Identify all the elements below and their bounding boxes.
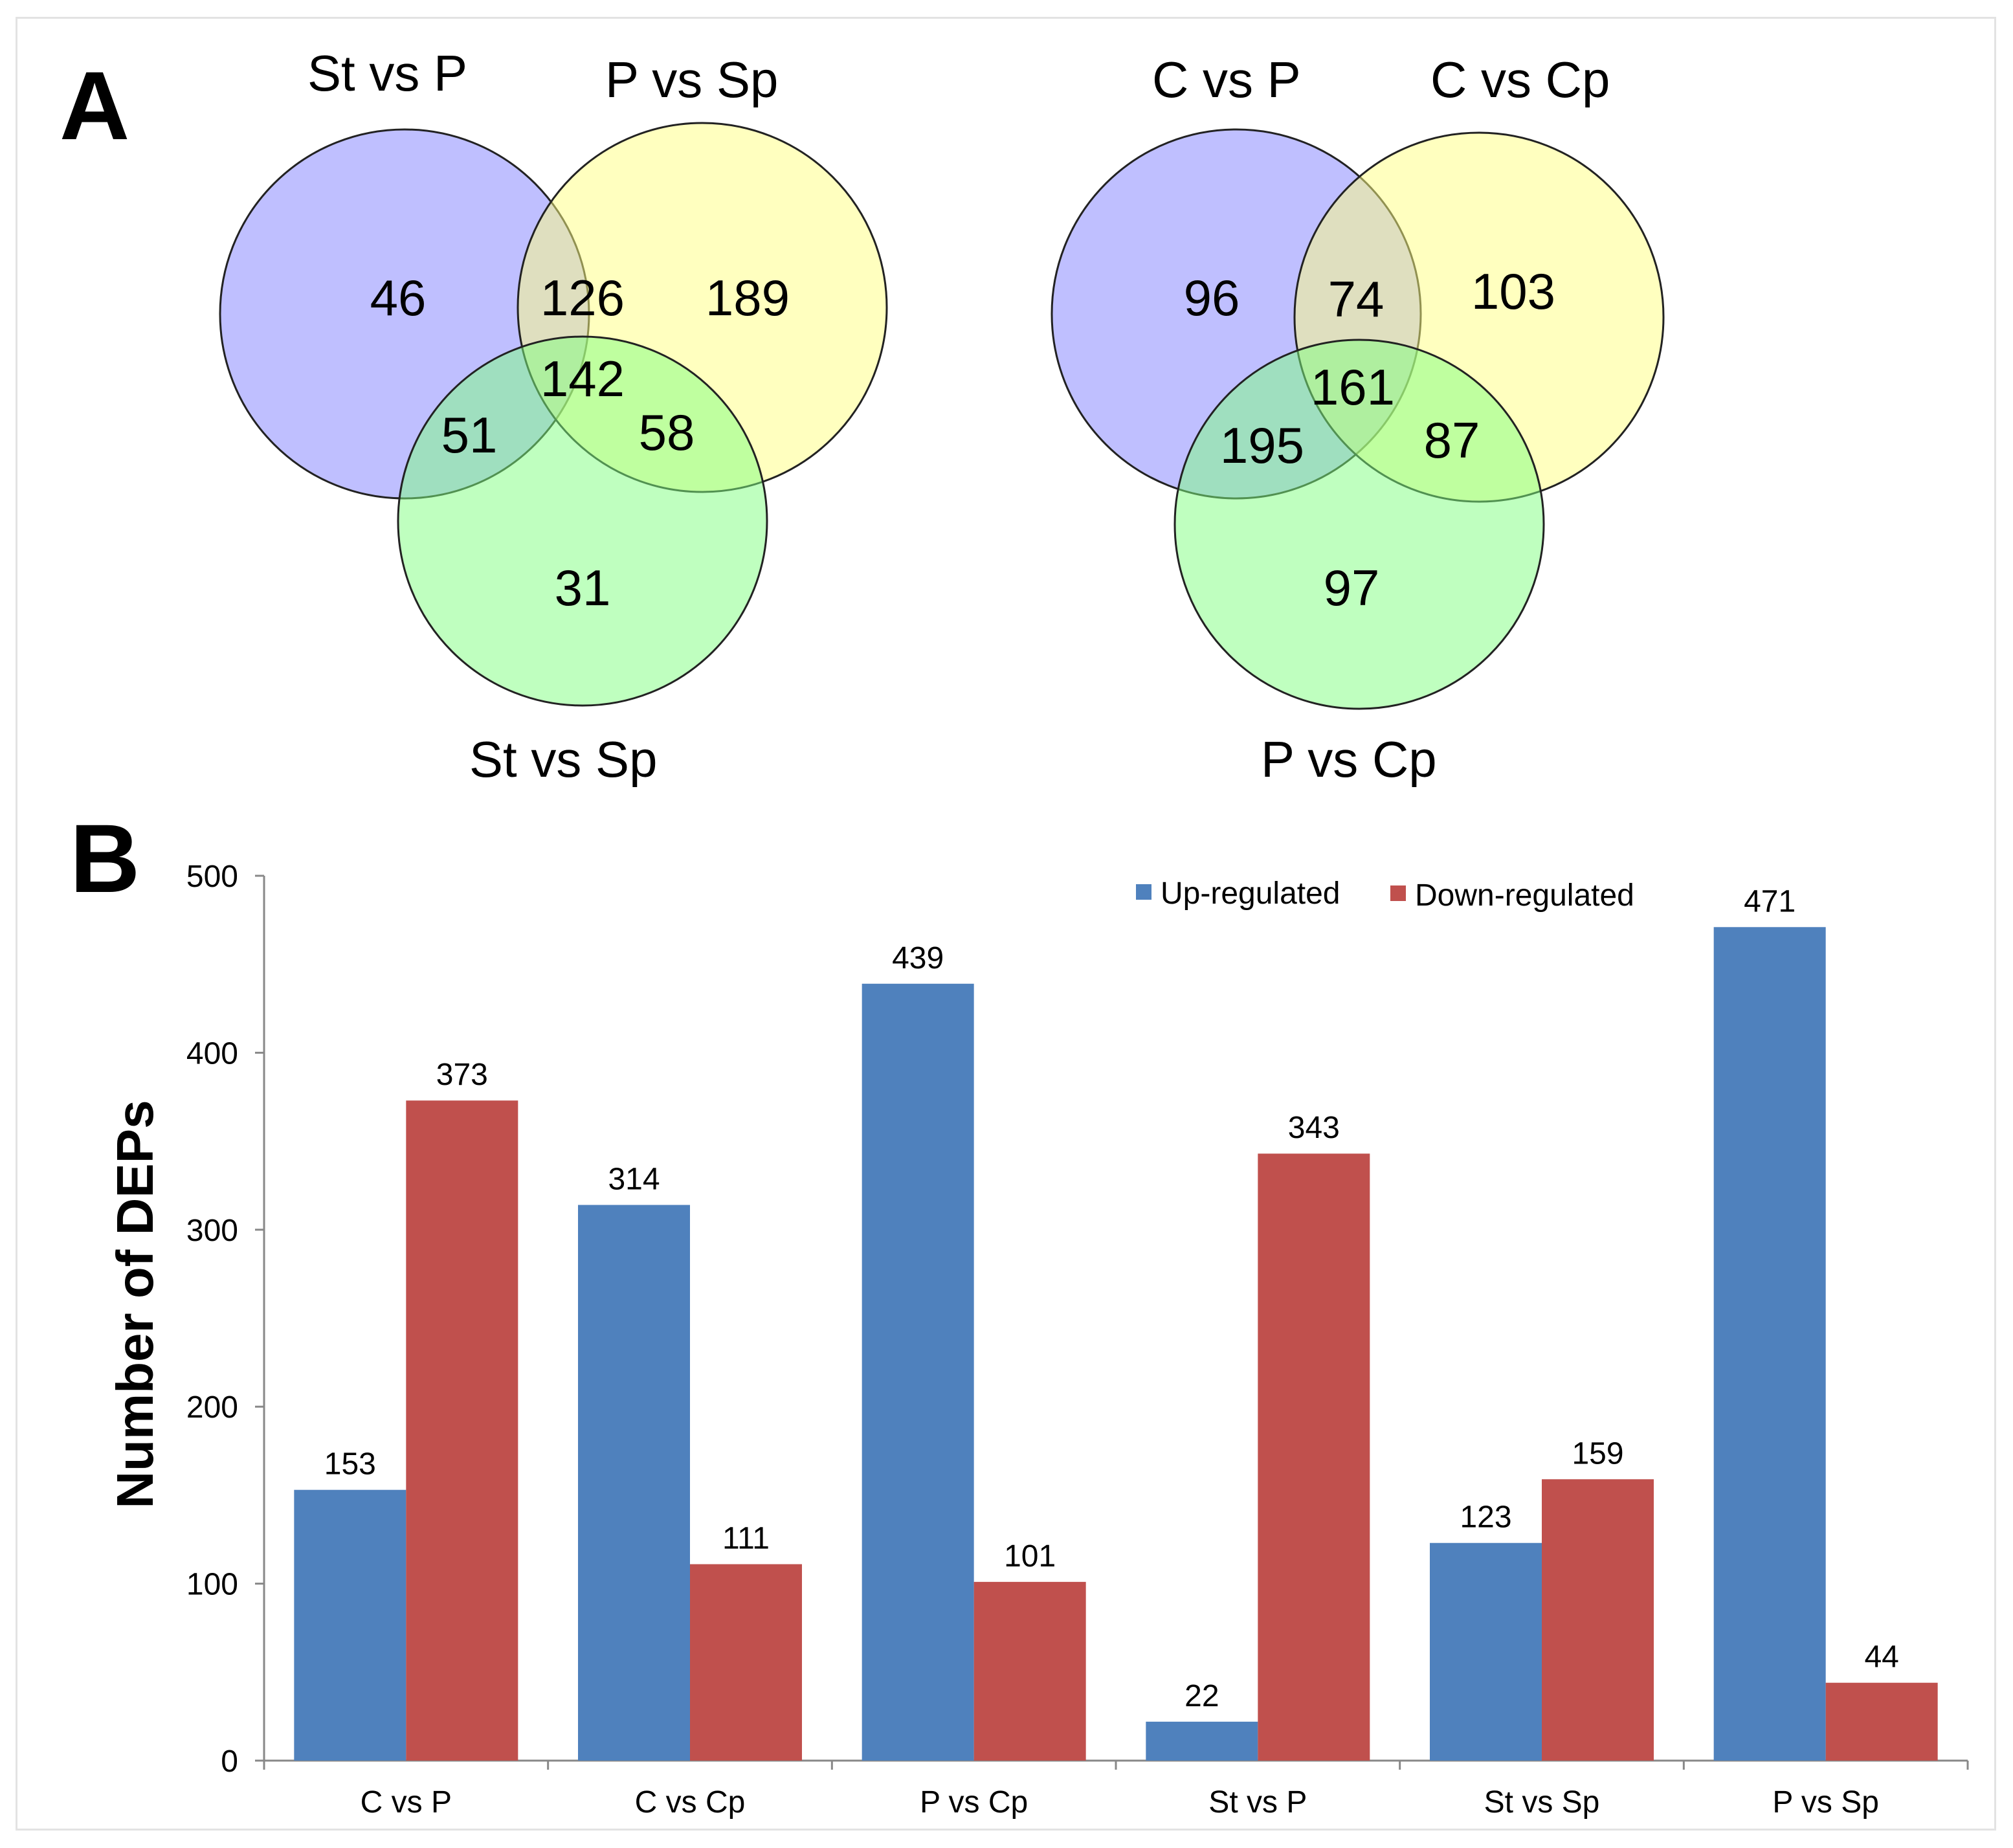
venn2-region-a-only: 96 <box>1184 269 1240 326</box>
legend-swatch-up-regulated <box>1136 884 1151 900</box>
venn1-region-abc: 142 <box>540 350 625 407</box>
venn-diagram-2: C vs P C vs Cp P vs Cp 96 74 103 161 195… <box>1051 51 1665 788</box>
figure-frame <box>16 17 1996 1831</box>
venn2-circle-p-vs-cp <box>1173 339 1545 710</box>
bar-up-regulated-st-vs-sp <box>1430 1542 1542 1761</box>
venn2-label-c-vs-cp: C vs Cp <box>1430 51 1610 108</box>
bar-value-label-up-regulated-p-vs-cp: 439 <box>892 941 944 975</box>
venn1-region-c-only: 31 <box>555 559 611 616</box>
bar-down-regulated-c-vs-p <box>406 1100 518 1761</box>
venn1-label-st-vs-sp: St vs Sp <box>469 731 657 788</box>
legend: Up-regulated Down-regulated <box>1136 876 1634 913</box>
bar-chart: 0 100 200 300 400 500 153 373 C vs P 314 111 C vs C… <box>186 860 1969 1820</box>
bar-value-label-down-regulated-c-vs-cp: 111 <box>722 1522 770 1556</box>
bar-value-label-up-regulated-c-vs-p: 153 <box>324 1447 376 1482</box>
x-tick-label-p-vs-cp: P vs Cp <box>920 1785 1028 1820</box>
bar-up-regulated-p-vs-cp <box>862 983 974 1761</box>
x-tick-label-c-vs-p: C vs P <box>361 1785 452 1820</box>
bar-up-regulated-p-vs-sp <box>1713 927 1826 1761</box>
panel-b-letter: B <box>70 804 140 913</box>
bar-value-label-up-regulated-p-vs-sp: 471 <box>1744 884 1796 918</box>
x-tick-label-c-vs-cp: C vs Cp <box>635 1785 746 1820</box>
bar-value-label-down-regulated-c-vs-p: 373 <box>436 1058 488 1092</box>
panel-a-letter: A <box>60 51 129 160</box>
bar-down-regulated-st-vs-sp <box>1542 1479 1654 1761</box>
bar-down-regulated-p-vs-sp <box>1825 1682 1938 1761</box>
bar-value-label-up-regulated-st-vs-p: 22 <box>1184 1679 1219 1713</box>
y-tick-label: 300 <box>186 1214 238 1248</box>
legend-label-up-regulated: Up-regulated <box>1161 876 1340 911</box>
venn2-region-c-only: 97 <box>1324 559 1380 616</box>
y-tick-label: 100 <box>186 1568 238 1602</box>
bar-up-regulated-c-vs-cp <box>578 1205 690 1761</box>
venn1-region-b-only: 189 <box>706 269 790 326</box>
venn2-region-b-only: 103 <box>1471 263 1555 320</box>
venn2-label-c-vs-p: C vs P <box>1152 51 1301 108</box>
y-tick-label: 500 <box>186 860 238 894</box>
bar-value-label-down-regulated-st-vs-sp: 159 <box>1572 1436 1623 1471</box>
y-tick-label: 400 <box>186 1036 238 1071</box>
venn1-region-a-only: 46 <box>370 269 427 326</box>
venn1-circle-st-vs-sp <box>397 335 768 707</box>
legend-swatch-down-regulated <box>1390 885 1406 901</box>
venn2-region-ab: 74 <box>1328 271 1385 328</box>
venn2-region-abc: 161 <box>1311 359 1395 416</box>
x-tick-label-st-vs-sp: St vs Sp <box>1484 1785 1600 1820</box>
x-tick-label-p-vs-sp: P vs Sp <box>1772 1785 1879 1820</box>
legend-label-down-regulated: Down-regulated <box>1415 878 1634 913</box>
venn1-label-st-vs-p: St vs P <box>307 45 467 102</box>
venn2-label-p-vs-cp: P vs Cp <box>1261 731 1437 788</box>
bar-up-regulated-c-vs-p <box>294 1489 406 1761</box>
bar-value-label-down-regulated-p-vs-sp: 44 <box>1864 1640 1898 1675</box>
bar-down-regulated-p-vs-cp <box>973 1581 1086 1761</box>
bar-down-regulated-c-vs-cp <box>690 1564 802 1761</box>
y-axis-label: Number of DEPs <box>106 1100 164 1508</box>
venn2-region-bc: 87 <box>1424 412 1480 469</box>
bar-value-label-up-regulated-c-vs-cp: 314 <box>608 1163 660 1197</box>
venn1-label-p-vs-sp: P vs Sp <box>605 51 778 108</box>
venn1-region-ab: 126 <box>540 269 625 326</box>
x-tick-label-st-vs-p: St vs P <box>1208 1785 1307 1820</box>
bar-down-regulated-st-vs-p <box>1258 1153 1370 1761</box>
y-tick-label: 0 <box>221 1744 238 1779</box>
venn1-region-bc: 58 <box>639 404 695 461</box>
venn1-region-ac: 51 <box>441 406 498 463</box>
bar-value-label-down-regulated-st-vs-p: 343 <box>1288 1111 1340 1145</box>
bar-value-label-down-regulated-p-vs-cp: 101 <box>1004 1539 1056 1574</box>
bar-up-regulated-st-vs-p <box>1146 1721 1258 1761</box>
venn-diagram-1: St vs P P vs Sp St vs Sp 46 126 189 142 … <box>219 45 888 788</box>
venn2-region-ac: 195 <box>1220 417 1304 474</box>
y-tick-label: 200 <box>186 1390 238 1425</box>
bar-value-label-up-regulated-st-vs-sp: 123 <box>1460 1500 1511 1535</box>
